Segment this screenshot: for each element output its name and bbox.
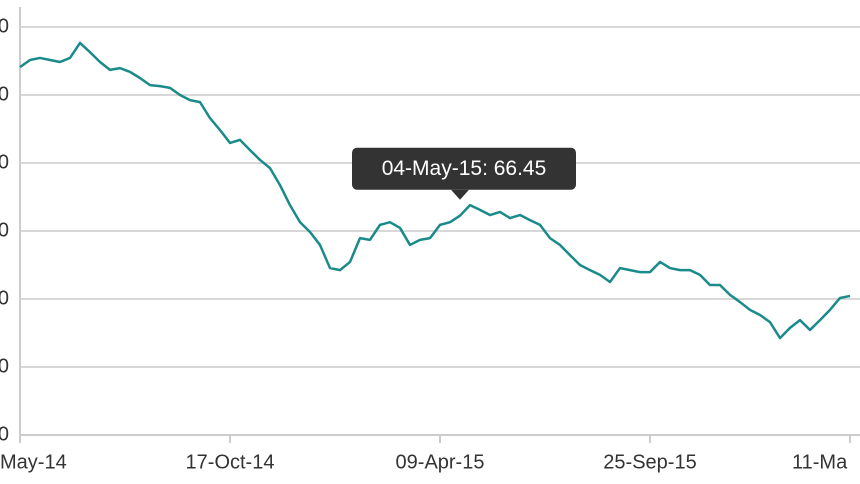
tooltip-box xyxy=(352,147,576,190)
tooltip-arrow xyxy=(451,189,469,200)
x-tick-label: 17-Oct-14 xyxy=(186,451,275,473)
x-tick-label: May-14 xyxy=(0,451,67,473)
x-tick-label: 09-Apr-15 xyxy=(396,451,485,473)
y-tick-label: 0 xyxy=(0,355,9,377)
y-tick-label: 0 xyxy=(0,151,9,173)
tooltip-text: 04-May-15: 66.45 xyxy=(382,157,547,180)
y-tick-label: 0 xyxy=(0,219,9,241)
tooltip: 04-May-15: 66.45 xyxy=(352,147,576,200)
y-tick-label: 0 xyxy=(0,83,9,105)
y-tick-label: 0 xyxy=(0,15,9,37)
y-tick-label: 0 xyxy=(0,423,9,445)
line xyxy=(19,41,851,340)
y-tick-label: 0 xyxy=(0,287,9,309)
x-tick-label: 25-Sep-15 xyxy=(603,451,696,473)
x-tick-label: 11-Ma xyxy=(792,451,848,473)
